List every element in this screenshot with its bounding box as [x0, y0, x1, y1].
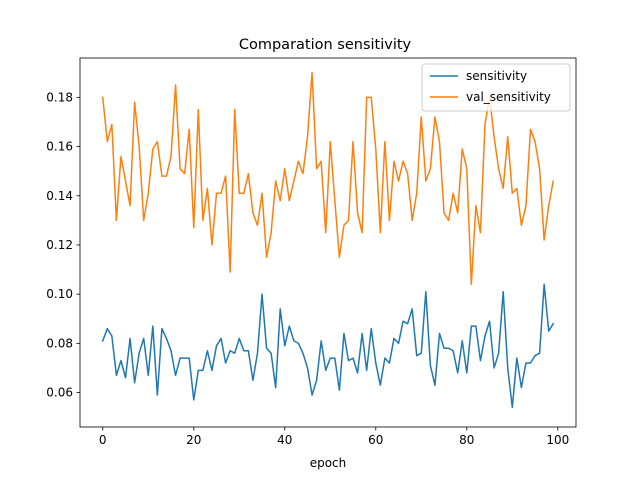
series-layer [101, 72, 555, 409]
series-line-val-sensitivity [101, 72, 555, 286]
x-tick-label: 20 [186, 433, 201, 447]
y-tick-label: 0.12 [46, 238, 73, 252]
legend-label-sensitivity: sensitivity [466, 69, 527, 83]
y-tick-label: 0.10 [46, 287, 73, 301]
x-tick-label: 80 [459, 433, 474, 447]
chart-title: Comparation sensitivity [239, 37, 412, 53]
plot-area [80, 58, 576, 427]
y-tick-label: 0.14 [46, 189, 73, 203]
x-tick-label: 40 [277, 433, 292, 447]
y-tick-label: 0.18 [46, 90, 73, 104]
legend: sensitivity val_sensitivity [421, 63, 571, 112]
x-tick-label: 60 [368, 433, 383, 447]
x-tick-label: 100 [546, 433, 569, 447]
plot-frame [79, 57, 577, 428]
axes-layer: 0 20 40 60 80 100 0.06 0.08 0.10 0.12 0.14 0.16 0.18 [46, 57, 577, 447]
legend-box [421, 63, 571, 112]
series-line-sensitivity [101, 283, 555, 409]
y-tick-label: 0.08 [46, 336, 73, 350]
y-tick-label: 0.06 [46, 386, 73, 400]
legend-label-val-sensitivity: val_sensitivity [466, 90, 551, 104]
y-tick-label: 0.16 [46, 140, 73, 154]
plot-background [80, 58, 576, 427]
x-tick-label: 0 [99, 433, 107, 447]
x-axis-label: epoch [310, 456, 347, 470]
